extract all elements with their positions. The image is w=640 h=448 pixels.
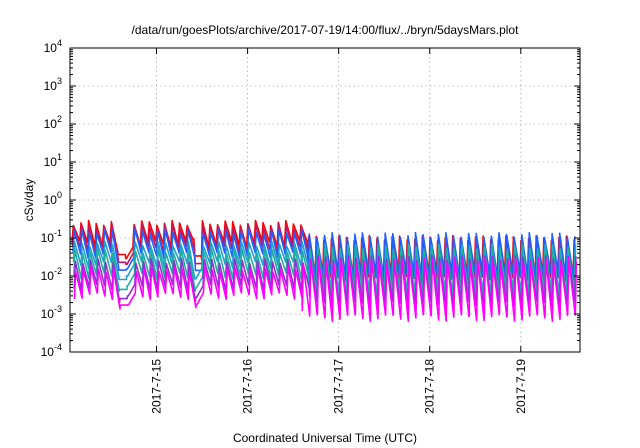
y-tick-label: 10-1	[41, 228, 62, 245]
y-axis-label: cSv/day	[22, 179, 36, 222]
ticks	[70, 47, 580, 353]
y-tick-label: 100	[44, 190, 62, 207]
y-tick-label: 102	[44, 114, 62, 131]
series-line-7	[73, 257, 578, 323]
y-tick-label: 10-3	[41, 304, 62, 321]
x-tick-label: 2017-7-18	[423, 359, 437, 414]
x-axis-label: Coordinated Universal Time (UTC)	[233, 431, 417, 445]
series-group	[71, 219, 578, 323]
x-tick-label: 2017-7-19	[514, 359, 528, 414]
x-tick-label: 2017-7-16	[241, 359, 255, 414]
y-tick-label: 104	[44, 38, 62, 55]
x-tick-labels: 2017-7-15 2017-7-16 2017-7-17 2017-7-18 2017…	[150, 359, 528, 414]
chart-title: /data/run/goesPlots/archive/2017-07-19/1…	[132, 23, 520, 37]
y-tick-label: 10-2	[41, 266, 62, 283]
y-tick-labels: 10-4 10-3 10-2 10-1 100 101 102 103 104	[41, 38, 62, 359]
x-tick-label: 2017-7-17	[332, 359, 346, 414]
x-tick-label: 2017-7-15	[150, 359, 164, 414]
y-tick-label: 103	[44, 76, 62, 93]
y-tick-label: 10-4	[41, 342, 62, 359]
y-tick-label: 101	[44, 152, 62, 169]
